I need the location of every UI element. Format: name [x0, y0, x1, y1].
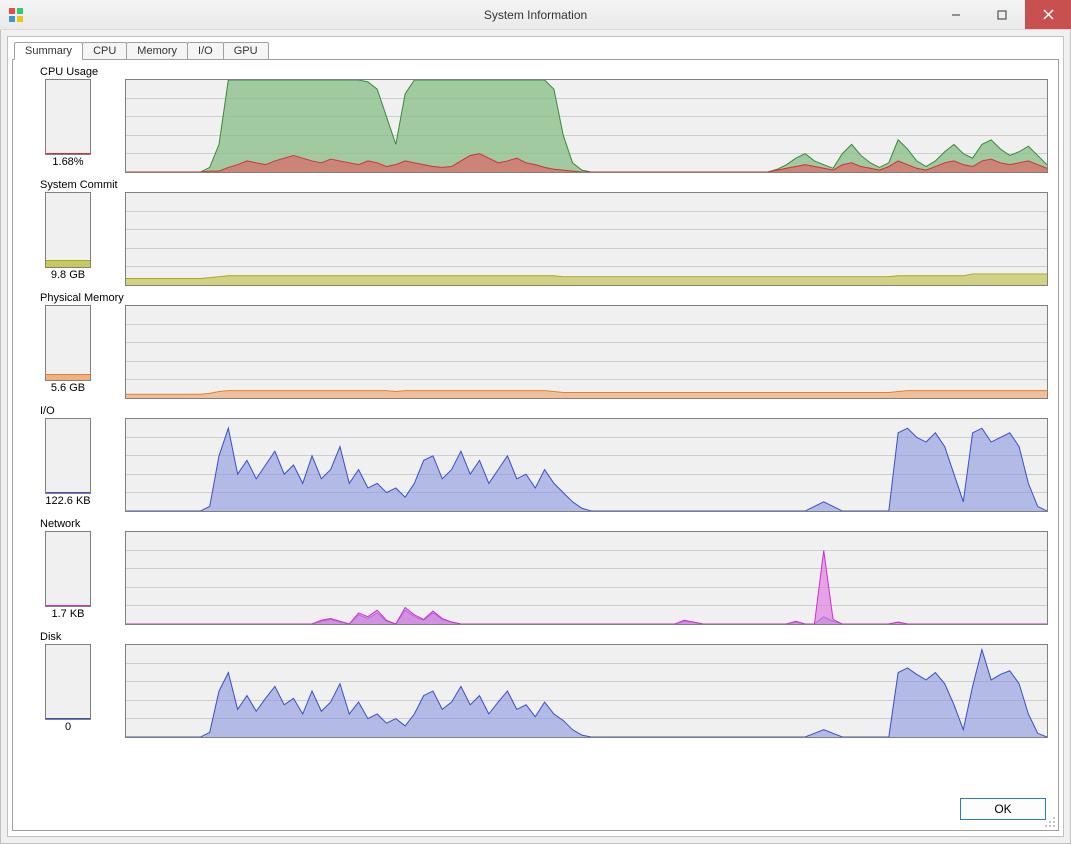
mini-value-cpu: 1.68%	[23, 156, 113, 168]
client-area: SummaryCPUMemoryI/OGPU CPU Usage1.68%Sys…	[0, 30, 1071, 844]
metric-label-io: I/O	[40, 405, 1048, 417]
mini-gauge-disk	[45, 644, 91, 720]
metric-body-physmem: 5.6 GB	[23, 305, 1048, 399]
mini-gauge-wrap-io: 122.6 KB	[23, 418, 113, 507]
mini-gauge-network	[45, 531, 91, 607]
mini-value-disk: 0	[23, 721, 113, 733]
mini-value-physmem: 5.6 GB	[23, 382, 113, 394]
ok-button-label: OK	[994, 802, 1011, 816]
metric-body-network: 1.7 KB	[23, 531, 1048, 625]
mini-gauge-io	[45, 418, 91, 494]
metric-label-commit: System Commit	[40, 179, 1048, 191]
mini-gauge-wrap-network: 1.7 KB	[23, 531, 113, 620]
mini-gauge-commit	[45, 192, 91, 268]
metric-label-cpu: CPU Usage	[40, 66, 1048, 78]
mini-gauge-wrap-commit: 9.8 GB	[23, 192, 113, 281]
mini-gauge-cpu	[45, 79, 91, 155]
window-title: System Information	[0, 8, 1071, 22]
metric-body-cpu: 1.68%	[23, 79, 1048, 173]
mini-gauge-wrap-physmem: 5.6 GB	[23, 305, 113, 394]
metric-row-commit: System Commit 9.8 GB	[23, 179, 1048, 286]
chart-cpu	[125, 79, 1048, 173]
maximize-button[interactable]	[979, 0, 1025, 29]
chart-physmem	[125, 305, 1048, 399]
window-controls	[933, 0, 1071, 29]
tab-page-summary: CPU Usage 1.68% System Commit 9.8 GB Physica…	[12, 59, 1059, 831]
ok-button[interactable]: OK	[960, 798, 1046, 820]
chart-network	[125, 531, 1048, 625]
titlebar: System Information	[0, 0, 1071, 30]
mini-value-io: 122.6 KB	[23, 495, 113, 507]
main-panel: SummaryCPUMemoryI/OGPU CPU Usage1.68%Sys…	[7, 36, 1064, 837]
metric-label-disk: Disk	[40, 631, 1048, 643]
tab-strip: SummaryCPUMemoryI/OGPU	[14, 42, 1059, 60]
metric-label-physmem: Physical Memory	[40, 292, 1048, 304]
metric-body-disk: 0	[23, 644, 1048, 738]
tab-gpu[interactable]: GPU	[223, 42, 269, 60]
mini-value-commit: 9.8 GB	[23, 269, 113, 281]
app-icon	[8, 7, 24, 23]
metric-body-io: 122.6 KB	[23, 418, 1048, 512]
metric-row-io: I/O 122.6 KB	[23, 405, 1048, 512]
tab-i-o[interactable]: I/O	[187, 42, 224, 60]
tab-memory[interactable]: Memory	[126, 42, 188, 60]
resize-grip-icon[interactable]	[1044, 816, 1056, 828]
metric-body-commit: 9.8 GB	[23, 192, 1048, 286]
mini-gauge-physmem	[45, 305, 91, 381]
chart-io	[125, 418, 1048, 512]
metric-row-network: Network 1.7 KB	[23, 518, 1048, 625]
metric-label-network: Network	[40, 518, 1048, 530]
chart-disk	[125, 644, 1048, 738]
minimize-button[interactable]	[933, 0, 979, 29]
tab-cpu[interactable]: CPU	[82, 42, 127, 60]
mini-value-network: 1.7 KB	[23, 608, 113, 620]
metric-row-cpu: CPU Usage 1.68%	[23, 66, 1048, 173]
metric-row-disk: Disk 0	[23, 631, 1048, 738]
chart-commit	[125, 192, 1048, 286]
close-button[interactable]	[1025, 0, 1071, 29]
mini-gauge-wrap-cpu: 1.68%	[23, 79, 113, 168]
mini-gauge-wrap-disk: 0	[23, 644, 113, 733]
tab-summary[interactable]: Summary	[14, 42, 83, 60]
metric-row-physmem: Physical Memory 5.6 GB	[23, 292, 1048, 399]
metrics-container: CPU Usage 1.68% System Commit 9.8 GB Physica…	[23, 66, 1048, 738]
